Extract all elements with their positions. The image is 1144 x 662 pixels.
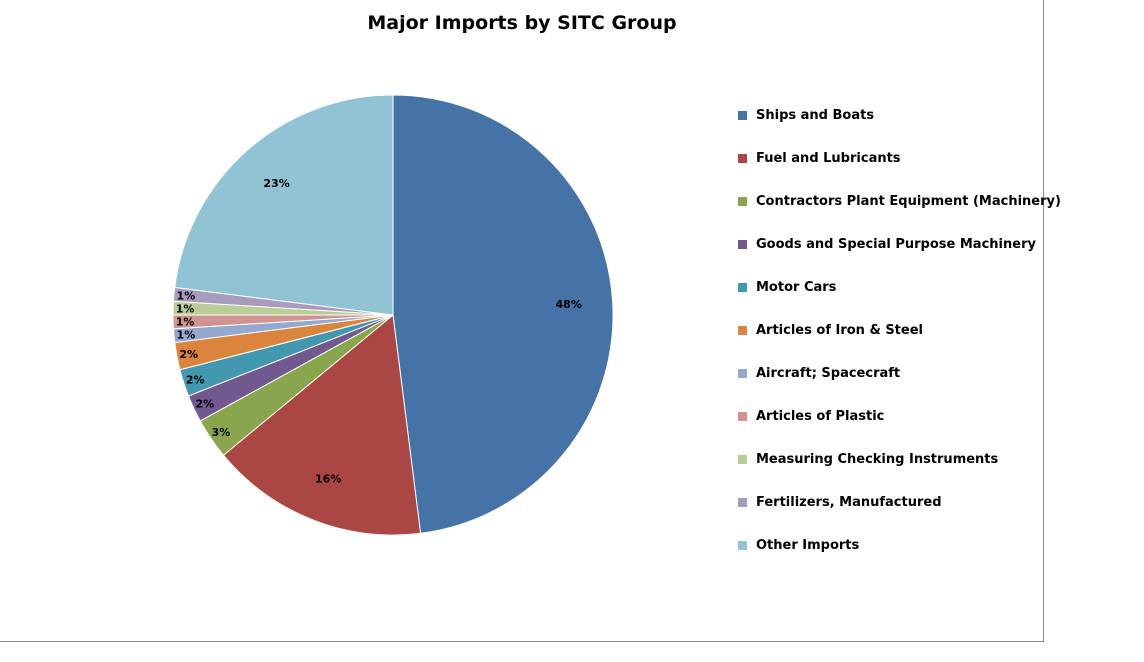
pie-slice-0 bbox=[392, 94, 614, 534]
legend-swatch bbox=[738, 368, 747, 378]
slice-label-0: 48% bbox=[556, 298, 582, 311]
chart-title: Major Imports by SITC Group bbox=[367, 12, 677, 34]
legend-item: Aircraft; Spacecraft bbox=[738, 363, 900, 383]
legend-swatch bbox=[738, 411, 747, 421]
legend-label: Motor Cars bbox=[756, 279, 837, 295]
pie-chart: 48%16%3%2%2%2%1%1%1%1%23% bbox=[172, 94, 614, 536]
legend-item: Other Imports bbox=[738, 535, 859, 555]
legend-item: Contractors Plant Equipment (Machinery) bbox=[738, 191, 1061, 211]
slice-label-4: 2% bbox=[186, 373, 205, 386]
slice-label-8: 1% bbox=[176, 303, 195, 316]
legend-label: Goods and Special Purpose Machinery bbox=[756, 236, 1036, 252]
legend-item: Fuel and Lubricants bbox=[738, 148, 901, 168]
legend-swatch bbox=[738, 196, 747, 206]
legend-label: Articles of Plastic bbox=[756, 408, 885, 424]
legend-label: Articles of Iron & Steel bbox=[756, 322, 923, 338]
legend-label: Aircraft; Spacecraft bbox=[756, 365, 901, 381]
slice-label-2: 3% bbox=[212, 426, 231, 439]
legend-label: Measuring Checking Instruments bbox=[756, 451, 999, 467]
legend-label: Fertilizers, Manufactured bbox=[756, 494, 942, 510]
legend-item: Measuring Checking Instruments bbox=[738, 449, 998, 469]
legend-swatch bbox=[738, 110, 747, 120]
legend-item: Goods and Special Purpose Machinery bbox=[738, 234, 1036, 254]
legend-swatch bbox=[738, 454, 747, 464]
legend-label: Ships and Boats bbox=[756, 107, 875, 123]
legend-item: Motor Cars bbox=[738, 277, 836, 297]
slice-label-7: 1% bbox=[176, 316, 195, 329]
legend-label: Contractors Plant Equipment (Machinery) bbox=[756, 193, 1061, 209]
legend-swatch bbox=[738, 325, 747, 335]
pie-slice-1 bbox=[222, 314, 422, 536]
slice-label-1: 16% bbox=[315, 473, 341, 486]
legend-swatch bbox=[738, 540, 747, 550]
legend-swatch bbox=[738, 497, 747, 507]
slice-label-3: 2% bbox=[195, 398, 214, 411]
legend-label: Fuel and Lubricants bbox=[756, 150, 901, 166]
legend-item: Ships and Boats bbox=[738, 105, 874, 125]
slice-label-5: 2% bbox=[179, 348, 198, 361]
legend-item: Articles of Iron & Steel bbox=[738, 320, 923, 340]
slice-label-10: 23% bbox=[263, 177, 289, 190]
legend-label: Other Imports bbox=[756, 537, 860, 553]
slice-label-9: 1% bbox=[177, 289, 196, 302]
slice-label-6: 1% bbox=[177, 329, 196, 342]
legend-item: Fertilizers, Manufactured bbox=[738, 492, 942, 512]
chart-area: Major Imports by SITC Group 48% 16% 3% 2% 2%… bbox=[0, 0, 1061, 642]
legend-swatch bbox=[738, 153, 747, 163]
legend-swatch bbox=[738, 239, 747, 249]
pie-slice-10 bbox=[174, 94, 394, 316]
legend-item: Articles of Plastic bbox=[738, 406, 884, 426]
legend-swatch bbox=[738, 282, 747, 292]
